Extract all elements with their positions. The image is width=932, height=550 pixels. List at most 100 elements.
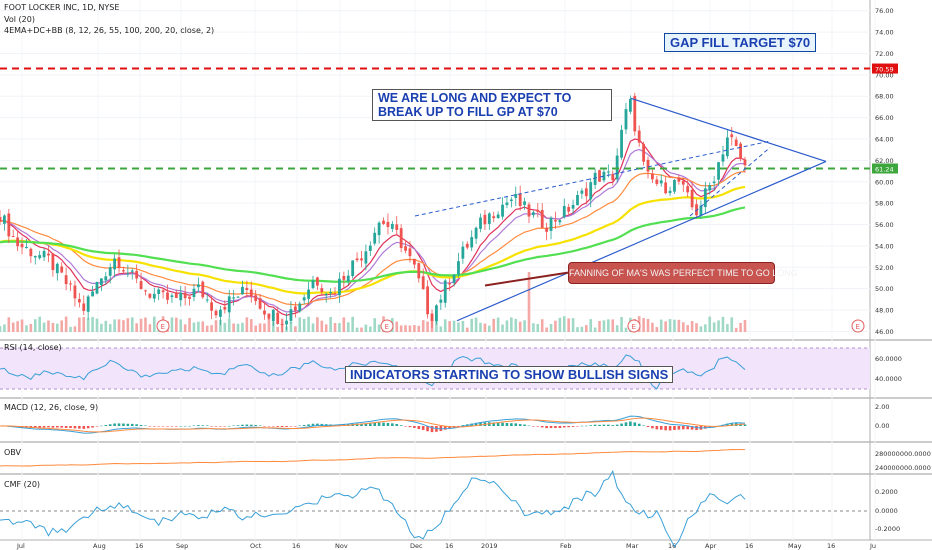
time-tick-label: Jul — [16, 542, 25, 550]
volume-bar — [148, 324, 152, 332]
volume-bar — [598, 320, 601, 332]
candle-body — [232, 297, 236, 299]
candle-body — [637, 130, 641, 143]
time-tick-label: 16 — [827, 542, 835, 550]
volume-bar — [651, 322, 654, 332]
macd-histogram-bar — [73, 426, 77, 429]
macd-signal-line — [0, 417, 746, 433]
candle-body — [554, 220, 557, 222]
candle-body — [470, 237, 474, 248]
macd-histogram-bar — [554, 426, 557, 429]
candle-body — [95, 281, 99, 294]
volume-bar — [699, 326, 703, 332]
candle-body — [576, 194, 579, 206]
long-annotation: WE ARE LONG AND EXPECT TO BREAK UP TO FI… — [372, 89, 612, 121]
candle-body — [157, 289, 161, 294]
volume-bar — [333, 323, 337, 332]
candle-body — [214, 310, 218, 316]
volume-bar — [492, 318, 496, 332]
candle-body — [249, 289, 253, 297]
macd-histogram-bar — [91, 426, 94, 428]
candle-body — [364, 251, 368, 264]
macd-histogram-bar — [249, 424, 253, 426]
volume-bar — [488, 325, 491, 332]
candle-body — [108, 267, 112, 276]
candle-body — [408, 248, 412, 257]
candle-body — [483, 214, 487, 225]
macd-histogram-bar — [426, 426, 429, 432]
macd-histogram-bar — [86, 426, 90, 429]
volume-bar — [170, 317, 174, 332]
volume-bar — [139, 318, 143, 332]
volume-bar — [677, 319, 681, 332]
volume-bar — [316, 317, 319, 332]
candle-body — [91, 291, 94, 297]
volume-bar — [205, 325, 209, 332]
volume-bar — [377, 324, 381, 332]
candle-body — [417, 263, 421, 279]
macd-histogram-bar — [373, 422, 377, 426]
time-tick-label: 16 — [135, 542, 143, 550]
volume-bar — [549, 323, 553, 332]
volume-bar — [611, 319, 615, 332]
volume-bar — [267, 317, 271, 332]
candle-body — [686, 186, 690, 193]
volume-bar — [523, 320, 526, 332]
candle-body — [386, 221, 390, 227]
candle-body — [170, 295, 174, 298]
candle-body — [241, 286, 244, 295]
candle-body — [196, 284, 200, 288]
candle-body — [60, 266, 64, 273]
volume-bar — [236, 323, 240, 332]
macd-histogram-bar — [580, 425, 584, 427]
macd-histogram-bar — [126, 423, 130, 426]
volume-bar — [615, 325, 619, 332]
volume-bar — [708, 316, 712, 332]
macd-histogram-bar — [285, 426, 288, 427]
candle-body — [505, 202, 509, 206]
volume-bar — [717, 320, 720, 332]
candle-body — [743, 159, 747, 166]
candle-body — [42, 250, 46, 258]
volume-bar — [417, 325, 421, 332]
macd-histogram-bar — [298, 425, 302, 427]
macd-histogram-bar — [316, 423, 319, 426]
candle-body — [373, 232, 377, 244]
macd-histogram-bar — [241, 424, 244, 426]
volume-bar — [461, 320, 465, 332]
volume-bar — [734, 327, 738, 332]
candle-body — [602, 171, 606, 181]
candle-body — [174, 293, 178, 298]
volume-bar — [219, 319, 222, 332]
macd-histogram-bar — [183, 425, 187, 427]
volume-bar — [373, 318, 377, 332]
volume-bar — [659, 319, 663, 332]
obv-tick-label: 280000000.0000 — [875, 450, 931, 458]
volume-bar — [360, 327, 363, 332]
volume-bar — [95, 318, 99, 332]
candle-body — [144, 290, 147, 292]
candle-body — [188, 296, 191, 299]
candle-body — [69, 283, 72, 285]
candle-body — [664, 182, 668, 194]
macd-histogram-bar — [602, 424, 606, 426]
volume-bar — [298, 317, 302, 332]
volume-bar — [11, 322, 15, 332]
volume-bar — [690, 321, 694, 332]
volume-bar — [175, 317, 178, 332]
earnings-marker-label: E — [385, 323, 389, 331]
macd-histogram-bar — [148, 426, 152, 427]
macd-histogram-bar — [161, 426, 165, 427]
macd-histogram-bar — [95, 426, 99, 427]
macd-histogram-bar — [479, 422, 482, 426]
macd-histogram-bar — [276, 426, 280, 427]
candle-body — [267, 313, 271, 319]
macd-histogram-bar — [135, 424, 138, 426]
volume-bar — [108, 324, 112, 332]
macd-histogram-bar — [540, 426, 544, 428]
volume-bar — [474, 317, 478, 332]
candle-body — [496, 214, 500, 219]
macd-histogram-bar — [254, 425, 257, 426]
